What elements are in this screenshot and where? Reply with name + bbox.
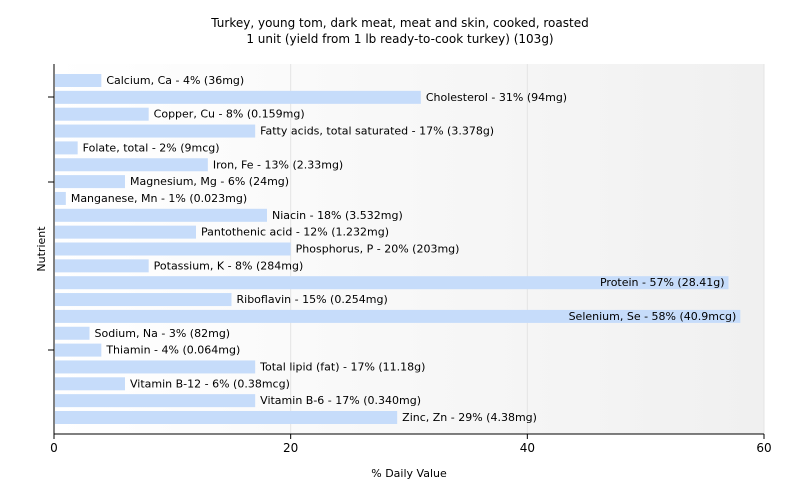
bar (55, 309, 741, 323)
bar-label: Riboflavin - 15% (0.254mg) (237, 293, 388, 306)
bar (55, 276, 729, 290)
chart-title: Turkey, young tom, dark meat, meat and s… (0, 15, 800, 47)
bar-label: Manganese, Mn - 1% (0.023mg) (71, 192, 247, 205)
bar-label: Selenium, Se - 58% (40.9mcg) (569, 310, 737, 323)
bar-label: Vitamin B-12 - 6% (0.38mcg) (130, 377, 290, 390)
bar (55, 107, 149, 121)
bar (55, 377, 125, 391)
x-tick-label: 60 (756, 441, 771, 455)
bar-label: Protein - 57% (28.41g) (600, 276, 725, 289)
x-tick-label: 20 (283, 441, 298, 455)
bar-label: Potassium, K - 8% (284mg) (154, 259, 304, 272)
bar (55, 293, 232, 307)
bar (55, 90, 421, 104)
bar-label: Zinc, Zn - 29% (4.38mg) (402, 411, 537, 424)
bar (55, 208, 267, 222)
bar (55, 191, 66, 205)
bar (55, 360, 256, 374)
bar (55, 326, 90, 340)
bar (55, 175, 125, 189)
y-axis-title: Nutrient (35, 226, 48, 272)
bar (55, 242, 291, 256)
bar-label: Copper, Cu - 8% (0.159mg) (154, 108, 305, 121)
bar (55, 124, 256, 138)
bar (55, 141, 78, 155)
bar-label: Cholesterol - 31% (94mg) (426, 91, 567, 104)
x-axis-title: % Daily Value (371, 467, 447, 480)
bar-label: Vitamin B-6 - 17% (0.340mg) (260, 394, 421, 407)
chart-title-main: Turkey, young tom, dark meat, meat and s… (211, 16, 589, 30)
bar (55, 158, 208, 172)
bar (55, 259, 149, 273)
bar-label: Calcium, Ca - 4% (36mg) (106, 74, 244, 87)
bar (55, 411, 398, 424)
bar-label: Phosphorus, P - 20% (203mg) (296, 243, 460, 256)
bar (55, 225, 196, 239)
bar-label: Folate, total - 2% (9mcg) (83, 141, 220, 154)
bar-label: Sodium, Na - 3% (82mg) (95, 327, 231, 340)
x-tick-label: 40 (520, 441, 535, 455)
bar (55, 343, 102, 357)
bar-label: Fatty acids, total saturated - 17% (3.37… (260, 125, 494, 138)
bar-label: Magnesium, Mg - 6% (24mg) (130, 175, 289, 188)
bar-label: Iron, Fe - 13% (2.33mg) (213, 158, 343, 171)
bar-label: Pantothenic acid - 12% (1.232mg) (201, 226, 389, 239)
bar (55, 74, 102, 87)
bar-label: Total lipid (fat) - 17% (11.18g) (259, 360, 425, 373)
bar-label: Thiamin - 4% (0.064mg) (105, 344, 240, 357)
bar-label: Niacin - 18% (3.532mg) (272, 209, 403, 222)
x-tick-label: 0 (50, 441, 58, 455)
chart-subtitle: 1 unit (yield from 1 lb ready-to-cook tu… (246, 32, 554, 46)
bar (55, 394, 256, 408)
